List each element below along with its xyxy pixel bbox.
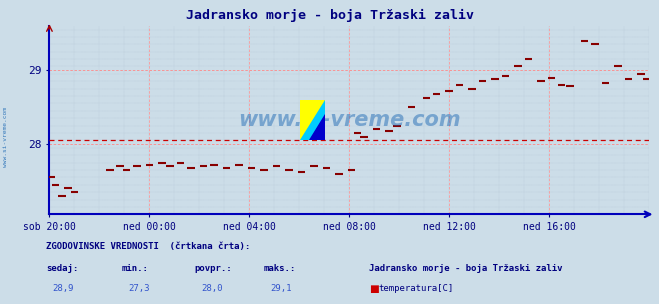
- Text: 29,1: 29,1: [270, 284, 292, 293]
- Text: 28,0: 28,0: [201, 284, 223, 293]
- Text: temperatura[C]: temperatura[C]: [379, 284, 454, 293]
- Text: www.si-vreme.com: www.si-vreme.com: [3, 107, 8, 167]
- Polygon shape: [300, 100, 325, 140]
- Text: maks.:: maks.:: [264, 264, 296, 274]
- Text: min.:: min.:: [122, 264, 149, 274]
- Text: 27,3: 27,3: [129, 284, 150, 293]
- Text: povpr.:: povpr.:: [194, 264, 232, 274]
- Text: ■: ■: [369, 284, 379, 294]
- Text: 28,9: 28,9: [53, 284, 74, 293]
- Text: sedaj:: sedaj:: [46, 264, 78, 274]
- Text: www.si-vreme.com: www.si-vreme.com: [238, 110, 461, 130]
- Text: ZGODOVINSKE VREDNOSTI  (črtkana črta):: ZGODOVINSKE VREDNOSTI (črtkana črta):: [46, 242, 250, 251]
- Polygon shape: [308, 114, 325, 140]
- Text: Jadransko morje - boja Tržaski zaliv: Jadransko morje - boja Tržaski zaliv: [369, 264, 563, 274]
- Text: Jadransko morje - boja Tržaski zaliv: Jadransko morje - boja Tržaski zaliv: [185, 9, 474, 22]
